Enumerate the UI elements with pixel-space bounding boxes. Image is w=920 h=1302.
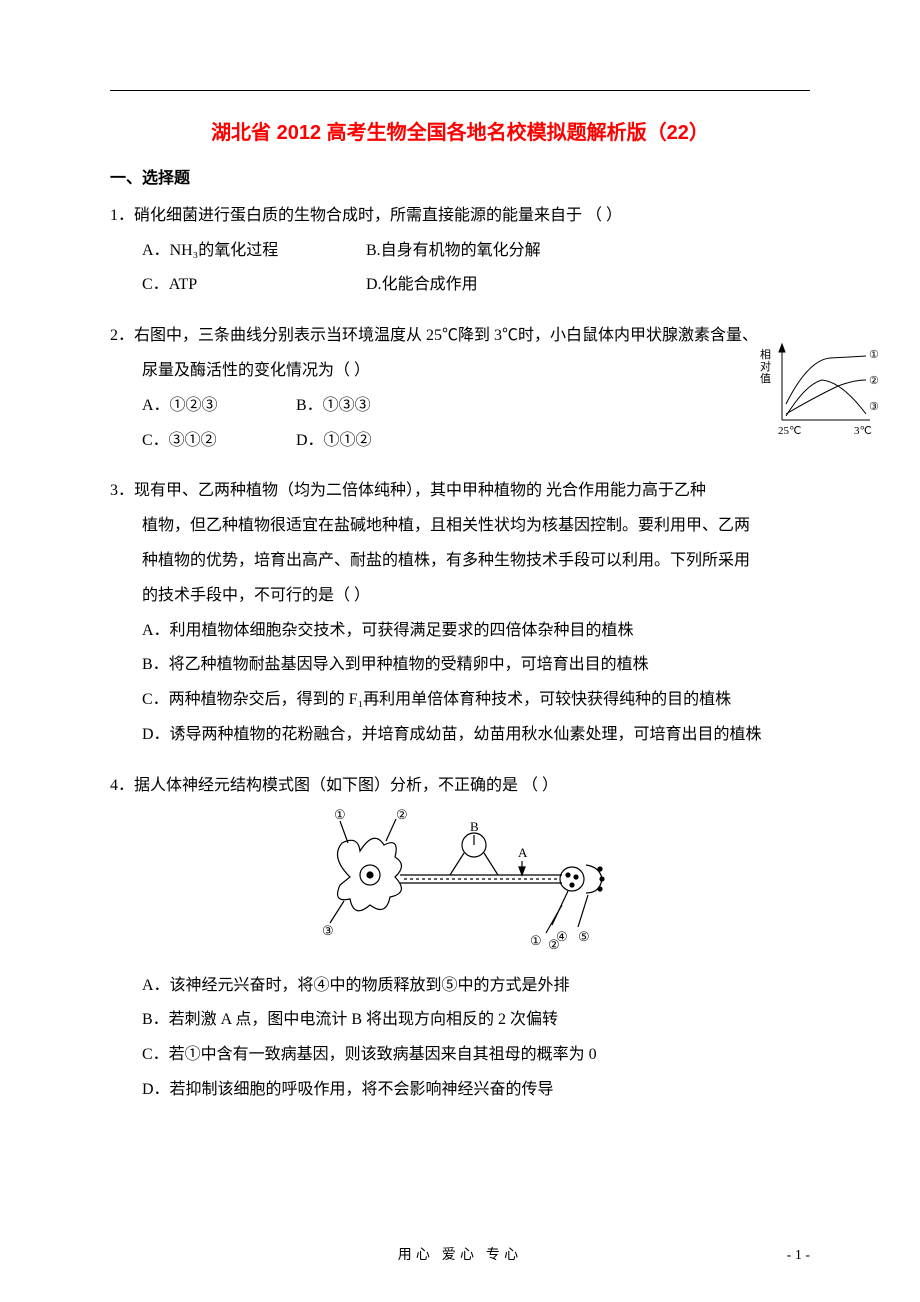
q2-c2: ② [869,375,878,387]
q2-stem2: 尿量及酶活性的变化情况为（ ） [110,357,810,386]
q3-optB: B．将乙种植物耐盐基因导入到甲种植物的受精卵中，可培育出目的植株 [110,651,810,680]
q4-lab-4: ④ [556,929,568,944]
q1-optC: C．ATP [142,271,362,300]
footer-page: - 1 - [787,1243,810,1268]
title: 湖北省 2012 高考生物全国各地名校模拟题解析版（22） [110,115,810,151]
q1-opts-row1: A．NH₃的氧化过程 B.自身有机物的氧化分解 [110,237,810,266]
question-4: 4．据人体神经元结构模式图（如下图）分析，不正确的是 （ ） [110,772,810,1105]
page: 湖北省 2012 高考生物全国各地名校模拟题解析版（22） 一、选择题 1．硝化… [0,0,920,1302]
q4-lab-5: ⑤ [578,929,590,944]
q2-c1: ① [869,349,878,361]
q2-ylabel-2: 对 [760,359,771,373]
q1-opts-row2: C．ATP D.化能合成作用 [110,271,810,300]
q2-optD: D．①①② [296,427,372,456]
q3-stem1: 3．现有甲、乙两种植物（均为二倍体纯种），其中甲种植物的 光合作用能力高于乙种 [110,477,810,506]
q3-stem3: 种植物的优势，培育出高产、耐盐的植株，有多种生物技术手段可以利用。下列所采用 [110,547,810,576]
question-1: 1．硝化细菌进行蛋白质的生物合成时，所需直接能源的能量来自于 （ ） A．NH₃… [110,202,810,300]
q4-optD: D．若抑制该细胞的呼吸作用，将不会影响神经兴奋的传导 [110,1076,810,1105]
q4-lab-1b: ① [530,933,542,948]
q4-lab-1: ① [334,807,346,822]
q2-graph-svg: 相 对 值 25℃ 3℃ ① ② ③ [758,340,878,440]
q1-optB: B.自身有机物的氧化分解 [366,237,541,266]
q4-stem: 4．据人体神经元结构模式图（如下图）分析，不正确的是 （ ） [110,772,810,801]
q1-optA: A．NH₃的氧化过程 [142,237,362,266]
q2-xright: 3℃ [854,425,872,437]
q4-diagram-svg: ① ② ③ B A ① ② ④ ⑤ [300,807,620,962]
q2-optB: B．①③③ [296,392,371,421]
q2-optC: C．③①② [142,427,292,456]
q2-graph: 相 对 值 25℃ 3℃ ① ② ③ [758,340,878,451]
q4-lab-B: B [470,819,479,834]
footer-center: 用心 爱心 专心 [398,1243,523,1268]
q2-opts-row1: A．①②③ B．①③③ [110,392,810,421]
q4-optC: C．若①中含有一致病基因，则该致病基因来自其祖母的概率为 0 [110,1041,810,1070]
question-2: 2．右图中，三条曲线分别表示当环境温度从 25℃降到 3℃时，小白鼠体内甲状腺激… [110,322,810,455]
footer: 用心 爱心 专心 - 1 - [0,1243,920,1268]
q2-ylabel-1: 相 [760,348,771,361]
q4-optB: B．若刺激 A 点，图中电流计 B 将出现方向相反的 2 次偏转 [110,1006,810,1035]
q3-optD: D．诱导两种植物的花粉融合，并培育成幼苗，幼苗用秋水仙素处理，可培育出目的植株 [110,721,810,750]
q4-optA: A．该神经元兴奋时，将④中的物质释放到⑤中的方式是外排 [110,972,810,1001]
q2-xleft: 25℃ [778,425,801,437]
q2-c3: ③ [869,401,878,413]
q3-stem2: 植物，但乙种植物很适宜在盐碱地种植，且相关性状均为核基因控制。要利用甲、乙两 [110,512,810,541]
q2-ylabel-3: 值 [760,372,771,385]
q4-lab-A: A [518,845,528,860]
q3-optA: A．利用植物体细胞杂交技术，可获得满足要求的四倍体杂种目的植株 [110,617,810,646]
q2-opts-row2: C．③①② D．①①② [110,427,810,456]
q3-stem4: 的技术手段中，不可行的是（ ） [110,582,810,611]
q1-stem: 1．硝化细菌进行蛋白质的生物合成时，所需直接能源的能量来自于 （ ） [110,202,810,231]
q2-stem1: 2．右图中，三条曲线分别表示当环境温度从 25℃降到 3℃时，小白鼠体内甲状腺激… [110,322,810,351]
section-head: 一、选择题 [110,165,810,194]
q4-lab-2: ② [396,807,408,822]
q3-optC: C．两种植物杂交后，得到的 F₁再利用单倍体育种技术，可较快获得纯种的目的植株 [110,686,810,715]
q1-optD: D.化能合成作用 [366,271,478,300]
top-rule [110,90,810,91]
q4-lab-3: ③ [322,923,334,938]
question-3: 3．现有甲、乙两种植物（均为二倍体纯种），其中甲种植物的 光合作用能力高于乙种 … [110,477,810,749]
q2-optA: A．①②③ [142,392,292,421]
